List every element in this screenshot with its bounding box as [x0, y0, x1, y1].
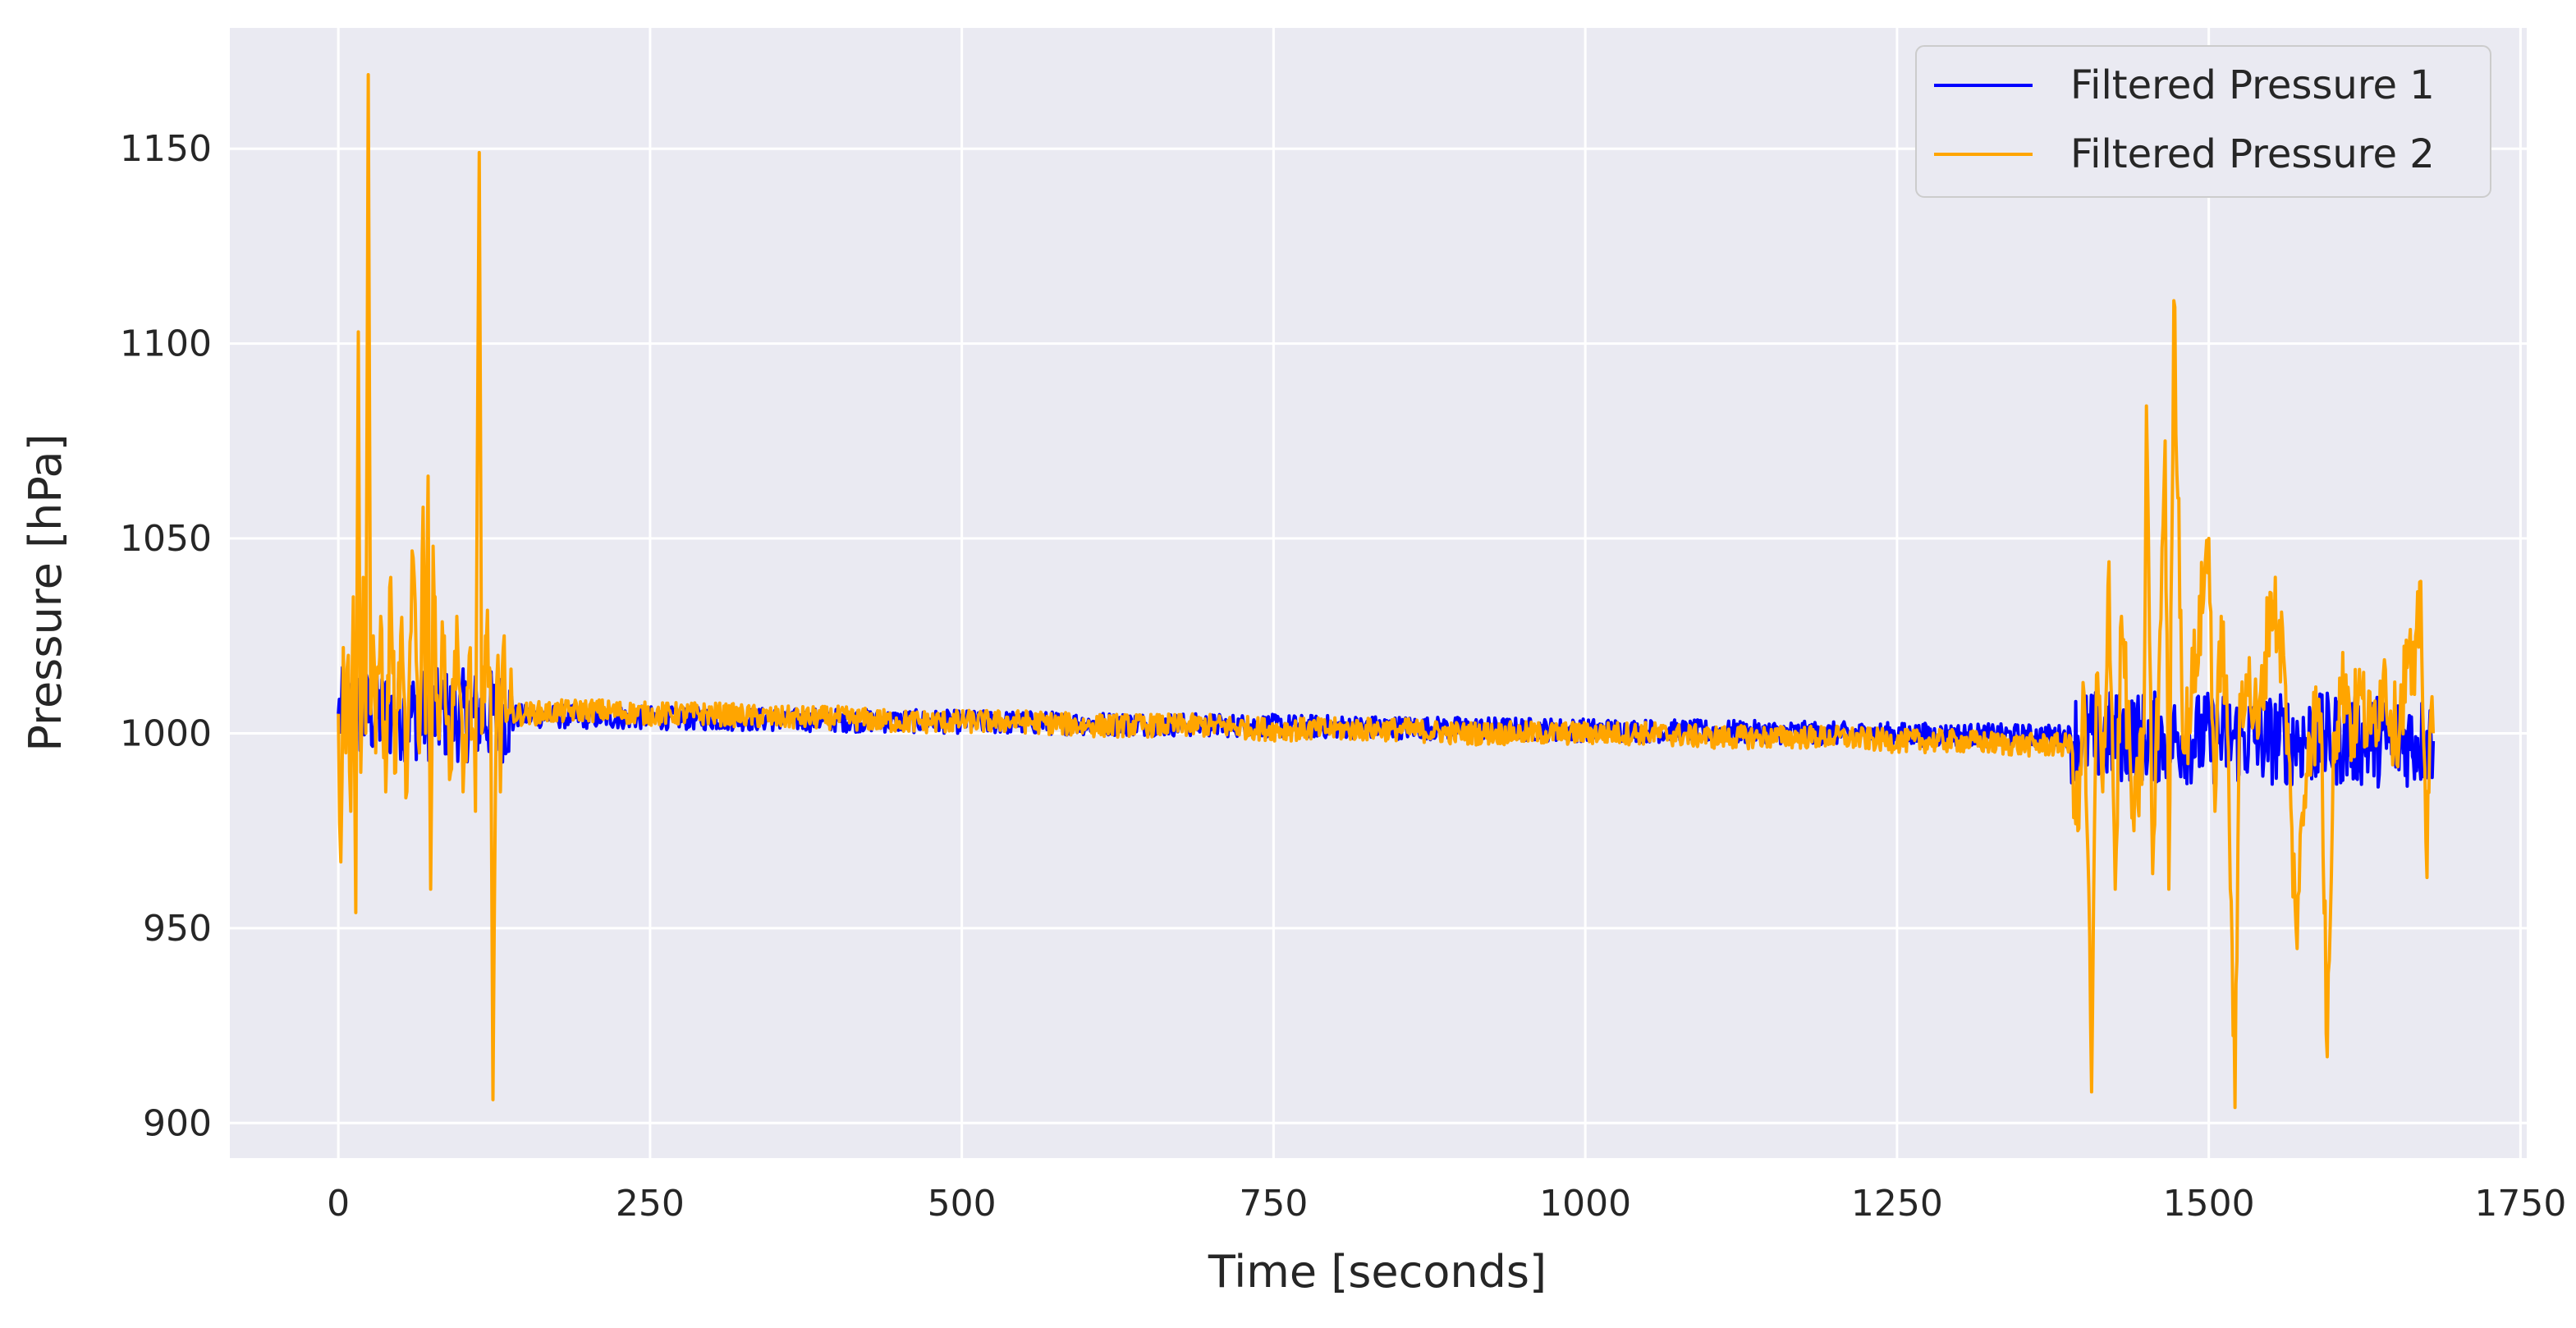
y-axis-title: Pressure [hPa]	[20, 433, 71, 751]
series-line-pressure-2	[337, 73, 2436, 1110]
x-axis-title: Time [seconds]	[1208, 1246, 1547, 1298]
y-tick-label: 1000	[120, 712, 212, 754]
y-tick-label: 1100	[120, 323, 212, 365]
legend: Filtered Pressure 1 Filtered Pressure 2	[1915, 45, 2491, 198]
x-tick-label: 0	[327, 1183, 350, 1225]
y-tick-label: 900	[143, 1102, 212, 1144]
x-tick-label: 500	[928, 1183, 997, 1225]
x-gridlines	[337, 28, 2522, 1158]
x-tick-label: 1000	[1539, 1183, 1631, 1225]
legend-label-pressure-1: Filtered Pressure 1	[2070, 62, 2435, 108]
x-tick-label: 1250	[1851, 1183, 1943, 1225]
series-layer	[337, 73, 2436, 1110]
x-tick-label: 1500	[2163, 1183, 2255, 1225]
y-tick-labels: 900 950 1000 1050 1100 1150	[120, 128, 212, 1144]
y-tick-label: 950	[143, 908, 212, 950]
x-tick-label: 250	[616, 1183, 685, 1225]
legend-box	[1915, 45, 2491, 198]
x-tick-labels: 0 250 500 750 1000 1250 1500 1750	[327, 1183, 2566, 1225]
x-tick-label: 1750	[2474, 1183, 2566, 1225]
x-tick-label: 750	[1239, 1183, 1308, 1225]
legend-label-pressure-2: Filtered Pressure 2	[2070, 131, 2435, 177]
y-tick-label: 1150	[120, 128, 212, 170]
y-tick-label: 1050	[120, 518, 212, 560]
